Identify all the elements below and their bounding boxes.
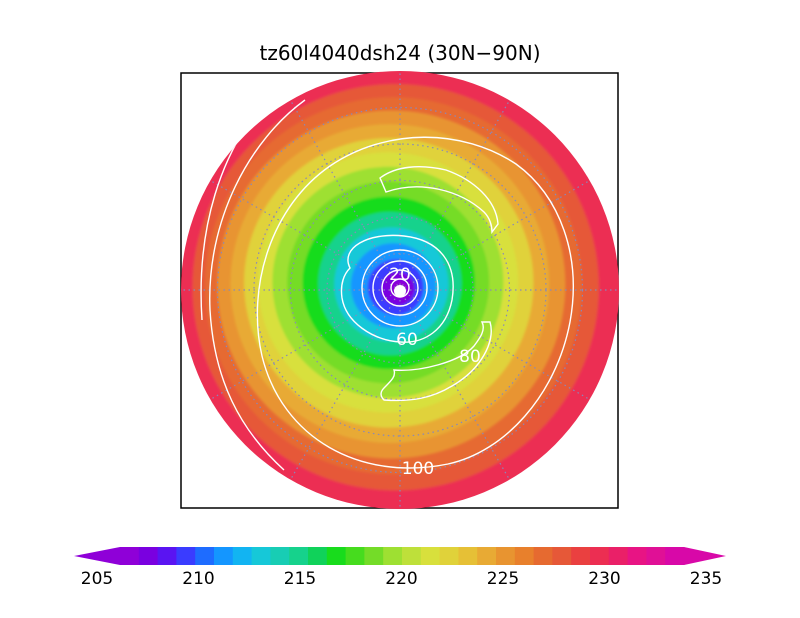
colorbar-cell bbox=[195, 547, 215, 565]
contour-inner-ring bbox=[381, 269, 419, 307]
colorbar-cell bbox=[420, 547, 441, 565]
latitude-circle bbox=[289, 179, 511, 401]
colorbar-cell bbox=[665, 547, 685, 565]
meridian-line bbox=[399, 100, 511, 291]
colorbar-cell bbox=[326, 547, 347, 565]
contour-inner-ring bbox=[372, 260, 428, 316]
colorbar-cell bbox=[120, 547, 140, 565]
contour-label: 80 bbox=[459, 347, 481, 367]
colorbar-cell bbox=[308, 547, 328, 565]
colorbar-cell bbox=[439, 547, 459, 565]
colorbar-tick-label: 225 bbox=[487, 569, 519, 589]
contour-label: 60 bbox=[396, 330, 418, 350]
colorbar-cell bbox=[345, 547, 365, 565]
colorbar-tick-label: 210 bbox=[182, 569, 214, 589]
contour-80-north bbox=[379, 166, 499, 235]
colorbar-extend-low bbox=[74, 547, 120, 565]
contour-lines: 20 60 80 100 bbox=[200, 95, 574, 479]
pole-marker bbox=[394, 285, 406, 297]
latitude-circle bbox=[216, 106, 584, 474]
colorbar bbox=[74, 547, 726, 565]
colorbar-cell bbox=[157, 547, 177, 565]
colorbar-cell bbox=[646, 547, 666, 565]
contour-label: 20 bbox=[389, 265, 411, 285]
colorbar-tick-label: 215 bbox=[284, 569, 316, 589]
colorbar-cell bbox=[571, 547, 591, 565]
colorbar-tick-labels: 205 210 215 220 225 230 235 bbox=[81, 569, 722, 589]
meridian-line bbox=[210, 179, 401, 291]
colorbar-cell bbox=[402, 547, 422, 565]
colorbar-cell bbox=[533, 547, 553, 565]
colorbar-cell bbox=[477, 547, 497, 565]
contour-inner-ring bbox=[361, 249, 439, 327]
colorbar-tick-label: 220 bbox=[385, 569, 417, 589]
colorbar-cell bbox=[289, 547, 309, 565]
colorbar-cell bbox=[251, 547, 271, 565]
meridian-line bbox=[289, 100, 401, 291]
chart-title: tz60l4040dsh24 (30N−90N) bbox=[259, 41, 540, 65]
colorbar-cell bbox=[608, 547, 629, 565]
colorbar-cell bbox=[496, 547, 516, 565]
colorbar-tick-label: 235 bbox=[690, 569, 722, 589]
contour-60 bbox=[340, 234, 454, 343]
colorbar-tick-label: 230 bbox=[588, 569, 620, 589]
latitude-circle bbox=[326, 216, 474, 364]
colorbar-cell bbox=[458, 547, 478, 565]
colorbar-cell bbox=[590, 547, 610, 565]
colorbar-cell bbox=[364, 547, 384, 565]
colorbar-cell bbox=[232, 547, 253, 565]
colorbar-cell bbox=[514, 547, 535, 565]
colorbar-cell bbox=[270, 547, 290, 565]
meridian-line bbox=[399, 179, 590, 291]
colorbar-cell bbox=[552, 547, 572, 565]
colorbar-cell bbox=[138, 547, 159, 565]
contour-80 bbox=[380, 321, 492, 402]
contour-100 bbox=[256, 136, 574, 469]
colorbar-cell bbox=[214, 547, 234, 565]
contour-outer-left bbox=[209, 99, 306, 471]
contour-label: 100 bbox=[402, 459, 434, 479]
colorbar-extend-high bbox=[684, 547, 726, 565]
colorbar-cell bbox=[176, 547, 196, 565]
colorbar-cell bbox=[383, 547, 403, 565]
colorbar-tick-label: 205 bbox=[81, 569, 113, 589]
colorbar-cell bbox=[627, 547, 647, 565]
